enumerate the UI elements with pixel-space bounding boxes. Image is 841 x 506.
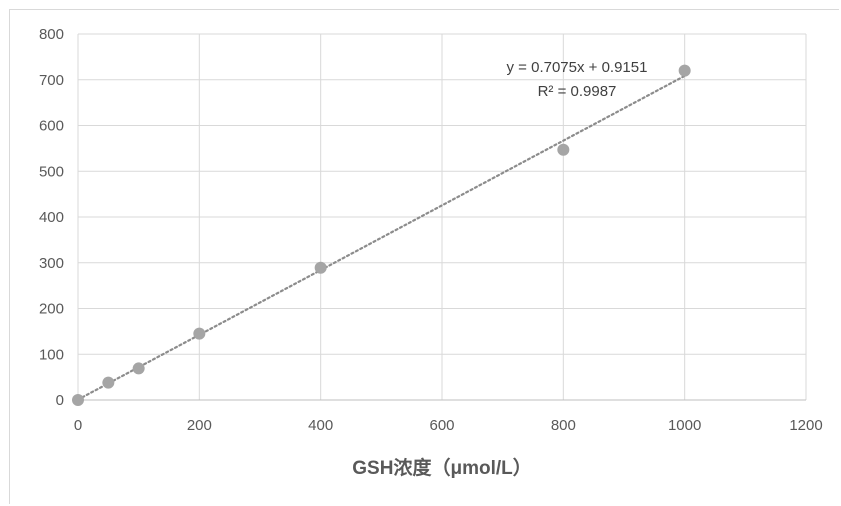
y-tick-label: 300 <box>39 255 64 272</box>
trendline-line <box>76 74 686 401</box>
data-point <box>72 394 84 406</box>
trendline-r-squared: R² = 0.9987 <box>538 83 617 100</box>
y-tick-label: 500 <box>39 163 64 180</box>
x-tick-label: 1000 <box>668 417 701 434</box>
x-tick-label: 0 <box>74 417 82 434</box>
trendline <box>76 74 686 401</box>
data-point <box>678 64 691 77</box>
x-tick-label: 600 <box>429 417 454 434</box>
data-point <box>132 362 145 375</box>
y-tick-label: 700 <box>39 72 64 89</box>
x-axis-title: GSH浓度（μmol/L） <box>352 456 531 479</box>
data-point <box>102 376 115 389</box>
x-tick-label: 1200 <box>789 417 822 434</box>
grid-lines <box>78 33 807 400</box>
data-point <box>557 143 570 156</box>
y-tick-labels: 0 100 200 300 400 500 600 700 800 <box>39 26 64 409</box>
y-tick-label: 400 <box>39 209 64 226</box>
trendline-equation: y = 0.7075x + 0.9151 <box>507 59 648 76</box>
x-tick-label: 400 <box>308 417 333 434</box>
chart-frame <box>9 9 839 504</box>
y-tick-label: 600 <box>39 118 64 135</box>
y-tick-label: 100 <box>39 346 64 363</box>
data-points <box>72 64 691 406</box>
data-point <box>193 327 206 340</box>
data-point <box>314 261 327 274</box>
x-tick-label: 200 <box>187 417 212 434</box>
y-tick-label: 0 <box>56 392 64 409</box>
x-tick-labels: 0 200 400 600 800 1000 1200 <box>74 417 823 434</box>
x-tick-label: 800 <box>551 417 576 434</box>
y-tick-label: 200 <box>39 301 64 318</box>
y-tick-label: 800 <box>39 26 64 43</box>
axes <box>77 34 806 401</box>
